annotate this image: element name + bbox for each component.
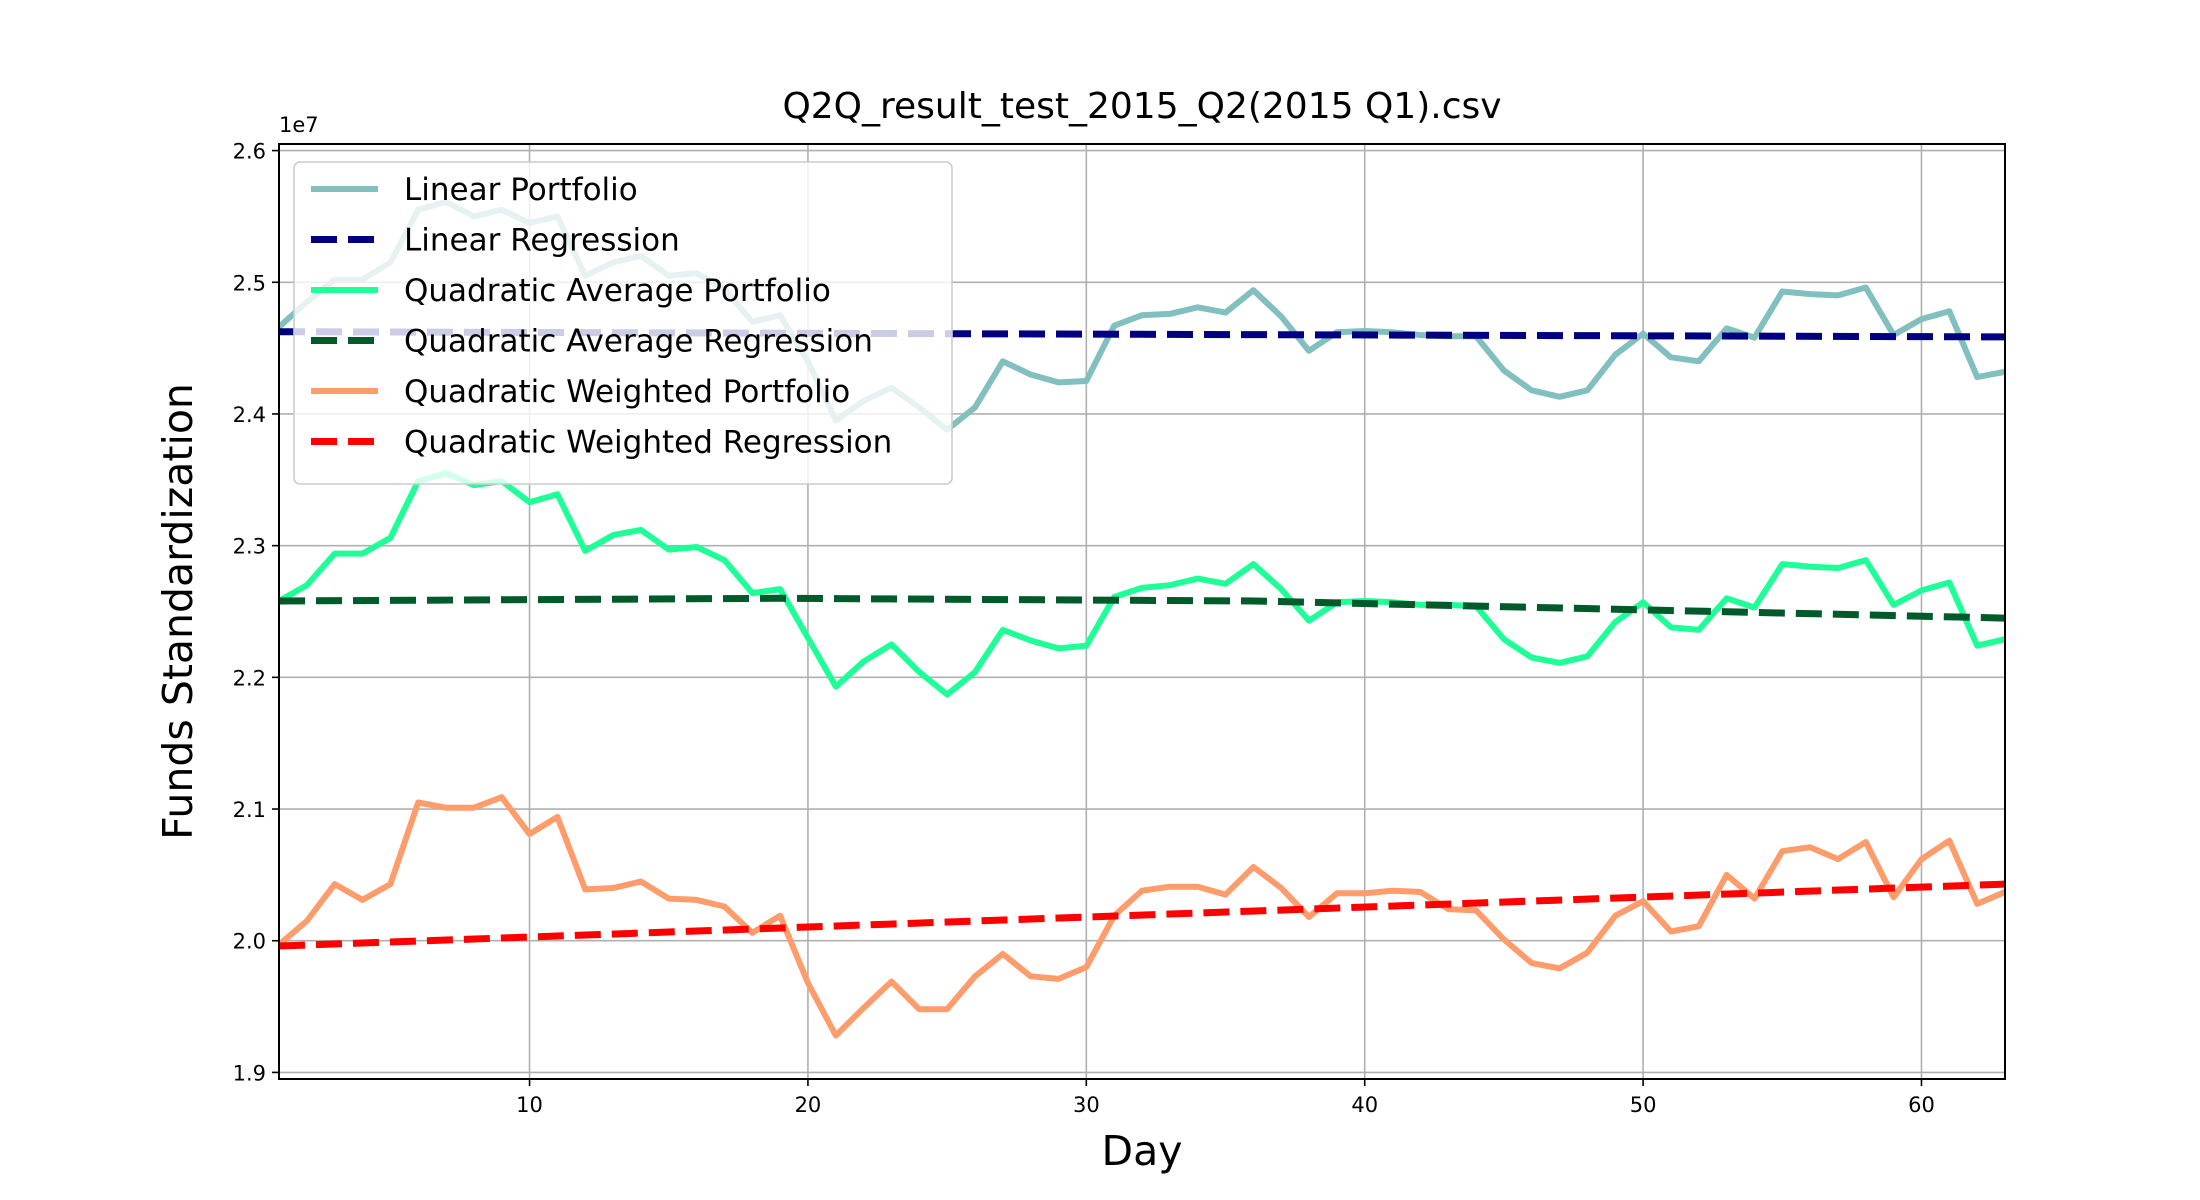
- plot-frame: [278, 143, 2006, 1080]
- legend-label-quadratic-weighted-regression: Quadratic Weighted Regression: [404, 425, 892, 461]
- y-tick-label: 2.5: [233, 271, 266, 295]
- series-line-quadratic-average-regression: [279, 594, 2005, 622]
- x-axis-label: Day: [1102, 1127, 1183, 1175]
- legend: Linear Portfolio Linear Regression Quadrat…: [293, 161, 953, 485]
- legend-label-quadratic-average-portfolio: Quadratic Average Portfolio: [404, 273, 831, 309]
- series-line-quadratic-average-portfolio: [279, 470, 2005, 698]
- legend-label-linear-regression: Linear Regression: [404, 223, 680, 259]
- y-axis: 1.9 2.0 2.1 2.2 2.3 2.4 2.5 2.6: [233, 140, 279, 1085]
- x-tick-label: 30: [1073, 1093, 1100, 1117]
- y-tick-label: 2.3: [233, 535, 266, 559]
- x-tick-label: 50: [1630, 1093, 1657, 1117]
- x-tick-label: 10: [516, 1093, 543, 1117]
- x-tick-label: 40: [1351, 1093, 1378, 1117]
- y-axis-offset-label: 1e7: [279, 113, 319, 137]
- y-tick-label: 2.4: [233, 403, 266, 427]
- legend-box: [293, 161, 953, 485]
- x-tick-label: 60: [1908, 1093, 1935, 1117]
- legend-label-quadratic-average-regression: Quadratic Average Regression: [404, 324, 873, 360]
- y-tick-label: 2.0: [233, 930, 266, 954]
- y-axis-label: Funds Standardization: [154, 383, 202, 840]
- y-tick-label: 2.6: [233, 140, 266, 164]
- chart-title: Q2Q_result_test_2015_Q2(2015 Q1).csv: [782, 86, 1501, 127]
- series-line-linear-regression: [279, 328, 2005, 341]
- series-line-quadratic-weighted-portfolio: [279, 794, 2005, 1039]
- legend-label-linear-portfolio: Linear Portfolio: [404, 172, 638, 208]
- y-tick-label: 2.1: [233, 798, 266, 822]
- axes-frame: [278, 143, 2006, 1080]
- y-tick-label: 1.9: [233, 1061, 266, 1085]
- y-tick-label: 2.2: [233, 666, 266, 690]
- series-line-quadratic-weighted-regression: [279, 880, 2005, 950]
- legend-label-quadratic-weighted-portfolio: Quadratic Weighted Portfolio: [404, 374, 850, 410]
- x-tick-label: 20: [795, 1093, 822, 1117]
- x-axis: 10 20 30 40 50 60: [516, 1079, 1935, 1117]
